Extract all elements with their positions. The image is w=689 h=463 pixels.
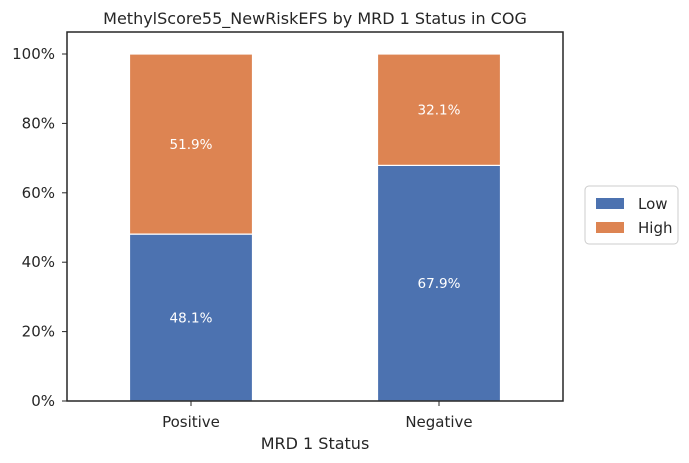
legend-swatch-low — [596, 198, 624, 209]
data-label-low-negative: 67.9% — [418, 276, 461, 292]
data-label-low-positive: 48.1% — [170, 311, 213, 327]
legend-label-low: Low — [638, 195, 668, 213]
x-tick-label: Positive — [162, 413, 220, 431]
legend-label-high: High — [638, 219, 672, 237]
x-axis: Positive Negative — [162, 401, 473, 431]
y-tick-label: 20% — [22, 323, 55, 341]
chart-title: MethylScore55_NewRiskEFS by MRD 1 Status… — [103, 9, 527, 29]
data-label-high-positive: 51.9% — [170, 137, 213, 153]
x-axis-title: MRD 1 Status — [261, 434, 370, 453]
bar-low-positive — [128, 233, 254, 402]
legend-swatch-high — [596, 222, 624, 233]
plot-frame — [66, 31, 564, 402]
data-labels-layer: 48.1% 51.9% 67.9% 32.1% — [170, 103, 461, 327]
bars-layer — [128, 53, 502, 402]
y-tick-label: 40% — [22, 253, 55, 271]
y-axis: 0% 20% 40% 60% 80% 100% — [12, 45, 67, 410]
y-tick-label: 100% — [12, 45, 55, 63]
bar-high-positive — [128, 53, 254, 235]
y-tick-label: 80% — [22, 114, 55, 132]
bar-high-negative — [376, 53, 502, 166]
data-label-high-negative: 32.1% — [418, 103, 461, 119]
legend: Low High — [584, 185, 679, 245]
y-tick-label: 0% — [31, 392, 55, 410]
x-tick-label: Negative — [405, 413, 472, 431]
y-tick-label: 60% — [22, 184, 55, 202]
